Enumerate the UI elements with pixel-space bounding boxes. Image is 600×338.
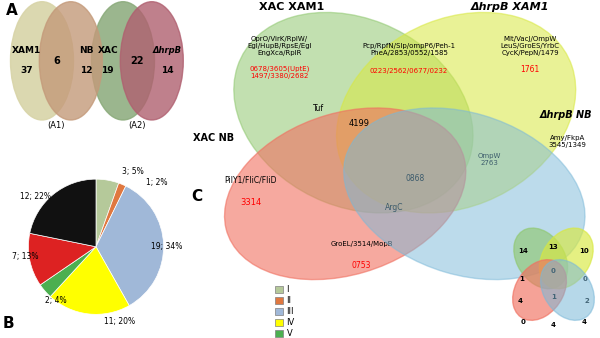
- Text: 0: 0: [583, 276, 587, 282]
- Text: (A2): (A2): [128, 121, 146, 129]
- Text: 6: 6: [53, 56, 60, 66]
- Text: 22: 22: [131, 56, 144, 66]
- Text: XAC: XAC: [97, 46, 118, 55]
- Text: 4: 4: [551, 322, 556, 328]
- Text: 12; 22%: 12; 22%: [20, 192, 50, 200]
- Text: 11; 20%: 11; 20%: [104, 317, 135, 325]
- Ellipse shape: [539, 228, 593, 289]
- Text: 0753: 0753: [352, 261, 371, 270]
- Text: PilY1/FliC/FliD: PilY1/FliC/FliD: [224, 176, 277, 185]
- Text: 12: 12: [80, 67, 92, 75]
- Text: Pcp/RpfN/SIp/ompP6/Peh-1
PheA/2853/0552/1585: Pcp/RpfN/SIp/ompP6/Peh-1 PheA/2853/0552/…: [362, 43, 455, 56]
- Circle shape: [11, 2, 74, 120]
- Text: C: C: [191, 189, 202, 204]
- Text: ΔhrpB XAM1: ΔhrpB XAM1: [470, 2, 549, 12]
- Text: 1761: 1761: [521, 65, 540, 74]
- Text: 14: 14: [518, 248, 528, 254]
- Ellipse shape: [234, 13, 473, 213]
- Text: ArgC: ArgC: [385, 203, 404, 212]
- Text: 2; 4%: 2; 4%: [44, 296, 66, 305]
- Text: 0678/3605(UptE)
1497/3380/2682: 0678/3605(UptE) 1497/3380/2682: [249, 65, 310, 79]
- Wedge shape: [40, 247, 96, 296]
- Text: OprO/VirK/RpIW/
EgI/HupB/RpsE/EgI
EngXca/RpIR: OprO/VirK/RpIW/ EgI/HupB/RpsE/EgI EngXca…: [247, 36, 312, 56]
- Text: NB: NB: [79, 46, 94, 55]
- Text: OmpW
2763: OmpW 2763: [478, 153, 501, 166]
- Text: 1: 1: [520, 276, 524, 282]
- Text: Tuf: Tuf: [313, 104, 324, 113]
- Text: 1; 2%: 1; 2%: [146, 178, 167, 187]
- Wedge shape: [30, 179, 96, 247]
- Text: A: A: [6, 3, 18, 18]
- Text: GroEL/3514/MopB: GroEL/3514/MopB: [331, 241, 393, 247]
- Text: ΔhrpB NB: ΔhrpB NB: [539, 111, 592, 120]
- Text: 37: 37: [20, 67, 33, 75]
- Text: XAC NB: XAC NB: [193, 133, 234, 143]
- Text: B: B: [3, 316, 14, 331]
- Wedge shape: [96, 179, 119, 247]
- Text: 0: 0: [521, 319, 526, 324]
- Text: 19; 34%: 19; 34%: [151, 242, 182, 251]
- Text: 0: 0: [551, 268, 556, 274]
- Ellipse shape: [514, 228, 568, 289]
- Text: 0868: 0868: [406, 173, 425, 183]
- Circle shape: [40, 2, 103, 120]
- Text: MIt/VacJ/OmpW
LeuS/GroES/YrbC
CycK/PepN/1479: MIt/VacJ/OmpW LeuS/GroES/YrbC CycK/PepN/…: [500, 36, 560, 56]
- Text: 1: 1: [551, 294, 556, 300]
- Text: 2: 2: [585, 298, 590, 304]
- Text: ΔhrpB: ΔhrpB: [152, 46, 182, 55]
- Ellipse shape: [512, 260, 566, 320]
- Wedge shape: [50, 247, 129, 314]
- Wedge shape: [96, 186, 164, 306]
- Text: 3; 5%: 3; 5%: [122, 167, 144, 175]
- Text: 13: 13: [548, 244, 559, 250]
- Text: 4199: 4199: [349, 119, 370, 128]
- Text: 14: 14: [161, 67, 173, 75]
- Ellipse shape: [541, 260, 595, 320]
- Text: XAM1: XAM1: [12, 46, 41, 55]
- Text: 3314: 3314: [240, 198, 261, 207]
- Wedge shape: [96, 183, 126, 247]
- Legend: I, II, III, IV, V, VII, VIII: I, II, III, IV, V, VII, VIII: [271, 282, 303, 338]
- Text: 10: 10: [579, 248, 589, 254]
- Ellipse shape: [344, 108, 585, 280]
- Text: 7; 13%: 7; 13%: [12, 252, 38, 261]
- Wedge shape: [28, 233, 96, 285]
- Text: (A1): (A1): [47, 121, 65, 129]
- Text: 0223/2562/0677/0232: 0223/2562/0677/0232: [370, 68, 448, 74]
- Ellipse shape: [337, 13, 576, 213]
- Text: 4: 4: [581, 319, 586, 324]
- Circle shape: [91, 2, 155, 120]
- Text: 19: 19: [101, 67, 114, 75]
- Text: 4: 4: [517, 298, 522, 304]
- Text: XAC XAM1: XAC XAM1: [259, 2, 325, 12]
- Circle shape: [120, 2, 184, 120]
- Text: Amy/FkpA
3545/1349: Amy/FkpA 3545/1349: [548, 135, 586, 148]
- Ellipse shape: [224, 108, 466, 280]
